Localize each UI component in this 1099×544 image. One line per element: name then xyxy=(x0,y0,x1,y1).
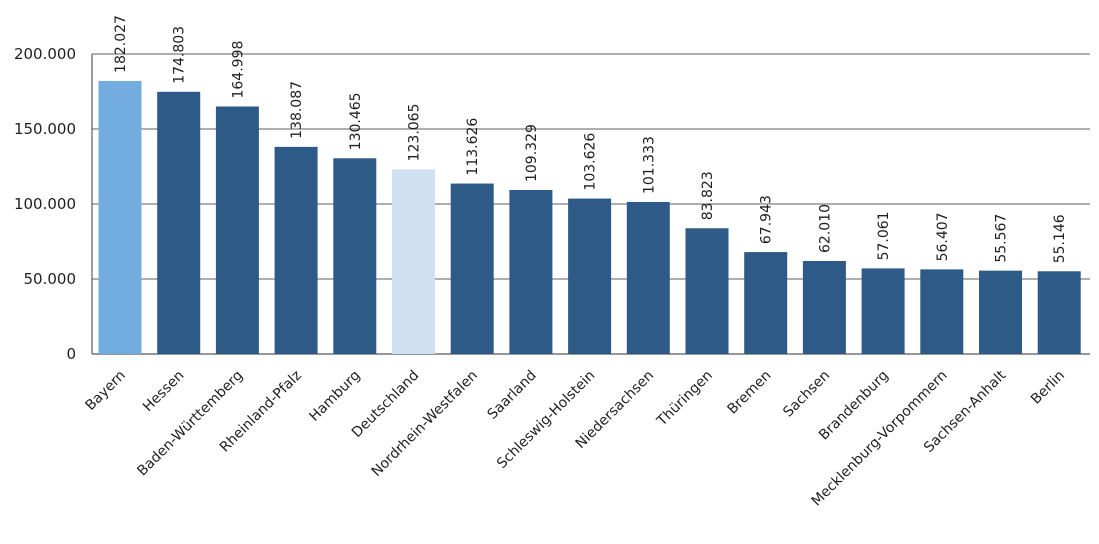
data-label: 62.010 xyxy=(817,204,833,253)
x-tick-label: Saarland xyxy=(485,368,540,423)
x-axis-ticks: Bayern HessenBaden-WürttembergRheinland-P… xyxy=(83,367,1068,509)
bar xyxy=(157,91,201,354)
data-label: 113.626 xyxy=(465,118,481,176)
x-tick-label: Berlin xyxy=(1028,368,1068,408)
data-label: 57.061 xyxy=(876,211,892,260)
data-label: 56.407 xyxy=(935,212,951,261)
y-tick-label: 50.000 xyxy=(24,270,77,288)
bar xyxy=(802,260,846,354)
y-axis-ticks: 0 50.000 100.000 150.000 200.000 xyxy=(14,45,76,363)
data-label: 83.823 xyxy=(700,171,716,220)
bar xyxy=(920,269,964,354)
x-tick-label: Schleswig-Holstein xyxy=(494,368,598,472)
x-tick-label: Bayern xyxy=(83,368,129,414)
data-labels: 182.027 174.803 164.998 138.087 130.465 123.0… xyxy=(113,15,1068,263)
y-tick-label: 150.000 xyxy=(14,120,76,138)
data-label: 55.146 xyxy=(1052,214,1068,263)
bar xyxy=(626,202,670,354)
bars xyxy=(98,80,1081,355)
bar xyxy=(274,146,318,354)
x-tick-label: Bremen xyxy=(724,368,774,418)
bar xyxy=(392,169,435,354)
x-tick-label: Hessen xyxy=(140,368,188,416)
bar xyxy=(744,252,788,354)
data-label: 182.027 xyxy=(113,15,129,73)
bar xyxy=(861,268,905,354)
data-label: 103.626 xyxy=(583,133,599,191)
data-label: 101.333 xyxy=(641,136,657,194)
bar xyxy=(568,198,612,354)
x-tick-label: Thüringen xyxy=(653,368,715,430)
data-label: 138.087 xyxy=(289,81,305,139)
bar xyxy=(450,183,494,354)
y-tick-label: 100.000 xyxy=(14,195,76,213)
data-label: 130.465 xyxy=(348,92,364,150)
bar xyxy=(509,190,553,354)
data-label: 109.329 xyxy=(524,124,540,182)
data-label: 174.803 xyxy=(172,26,188,84)
data-label: 67.943 xyxy=(759,195,775,244)
data-label: 55.567 xyxy=(994,214,1010,263)
data-label: 164.998 xyxy=(230,41,246,99)
bar xyxy=(333,158,377,354)
x-tick-label: Sachsen xyxy=(780,368,833,421)
bar xyxy=(98,80,142,354)
y-tick-label: 0 xyxy=(66,345,76,363)
bar xyxy=(979,270,1022,354)
bar xyxy=(1037,271,1081,354)
y-tick-label: 200.000 xyxy=(14,45,76,63)
x-tick-label: Baden-Württemberg xyxy=(134,368,246,480)
bar xyxy=(685,228,729,354)
x-tick-label: Hamburg xyxy=(306,368,363,425)
x-tick-label: Nordrhein-Westfalen xyxy=(369,368,481,480)
bar xyxy=(215,106,259,355)
data-label: 123.065 xyxy=(407,103,423,161)
